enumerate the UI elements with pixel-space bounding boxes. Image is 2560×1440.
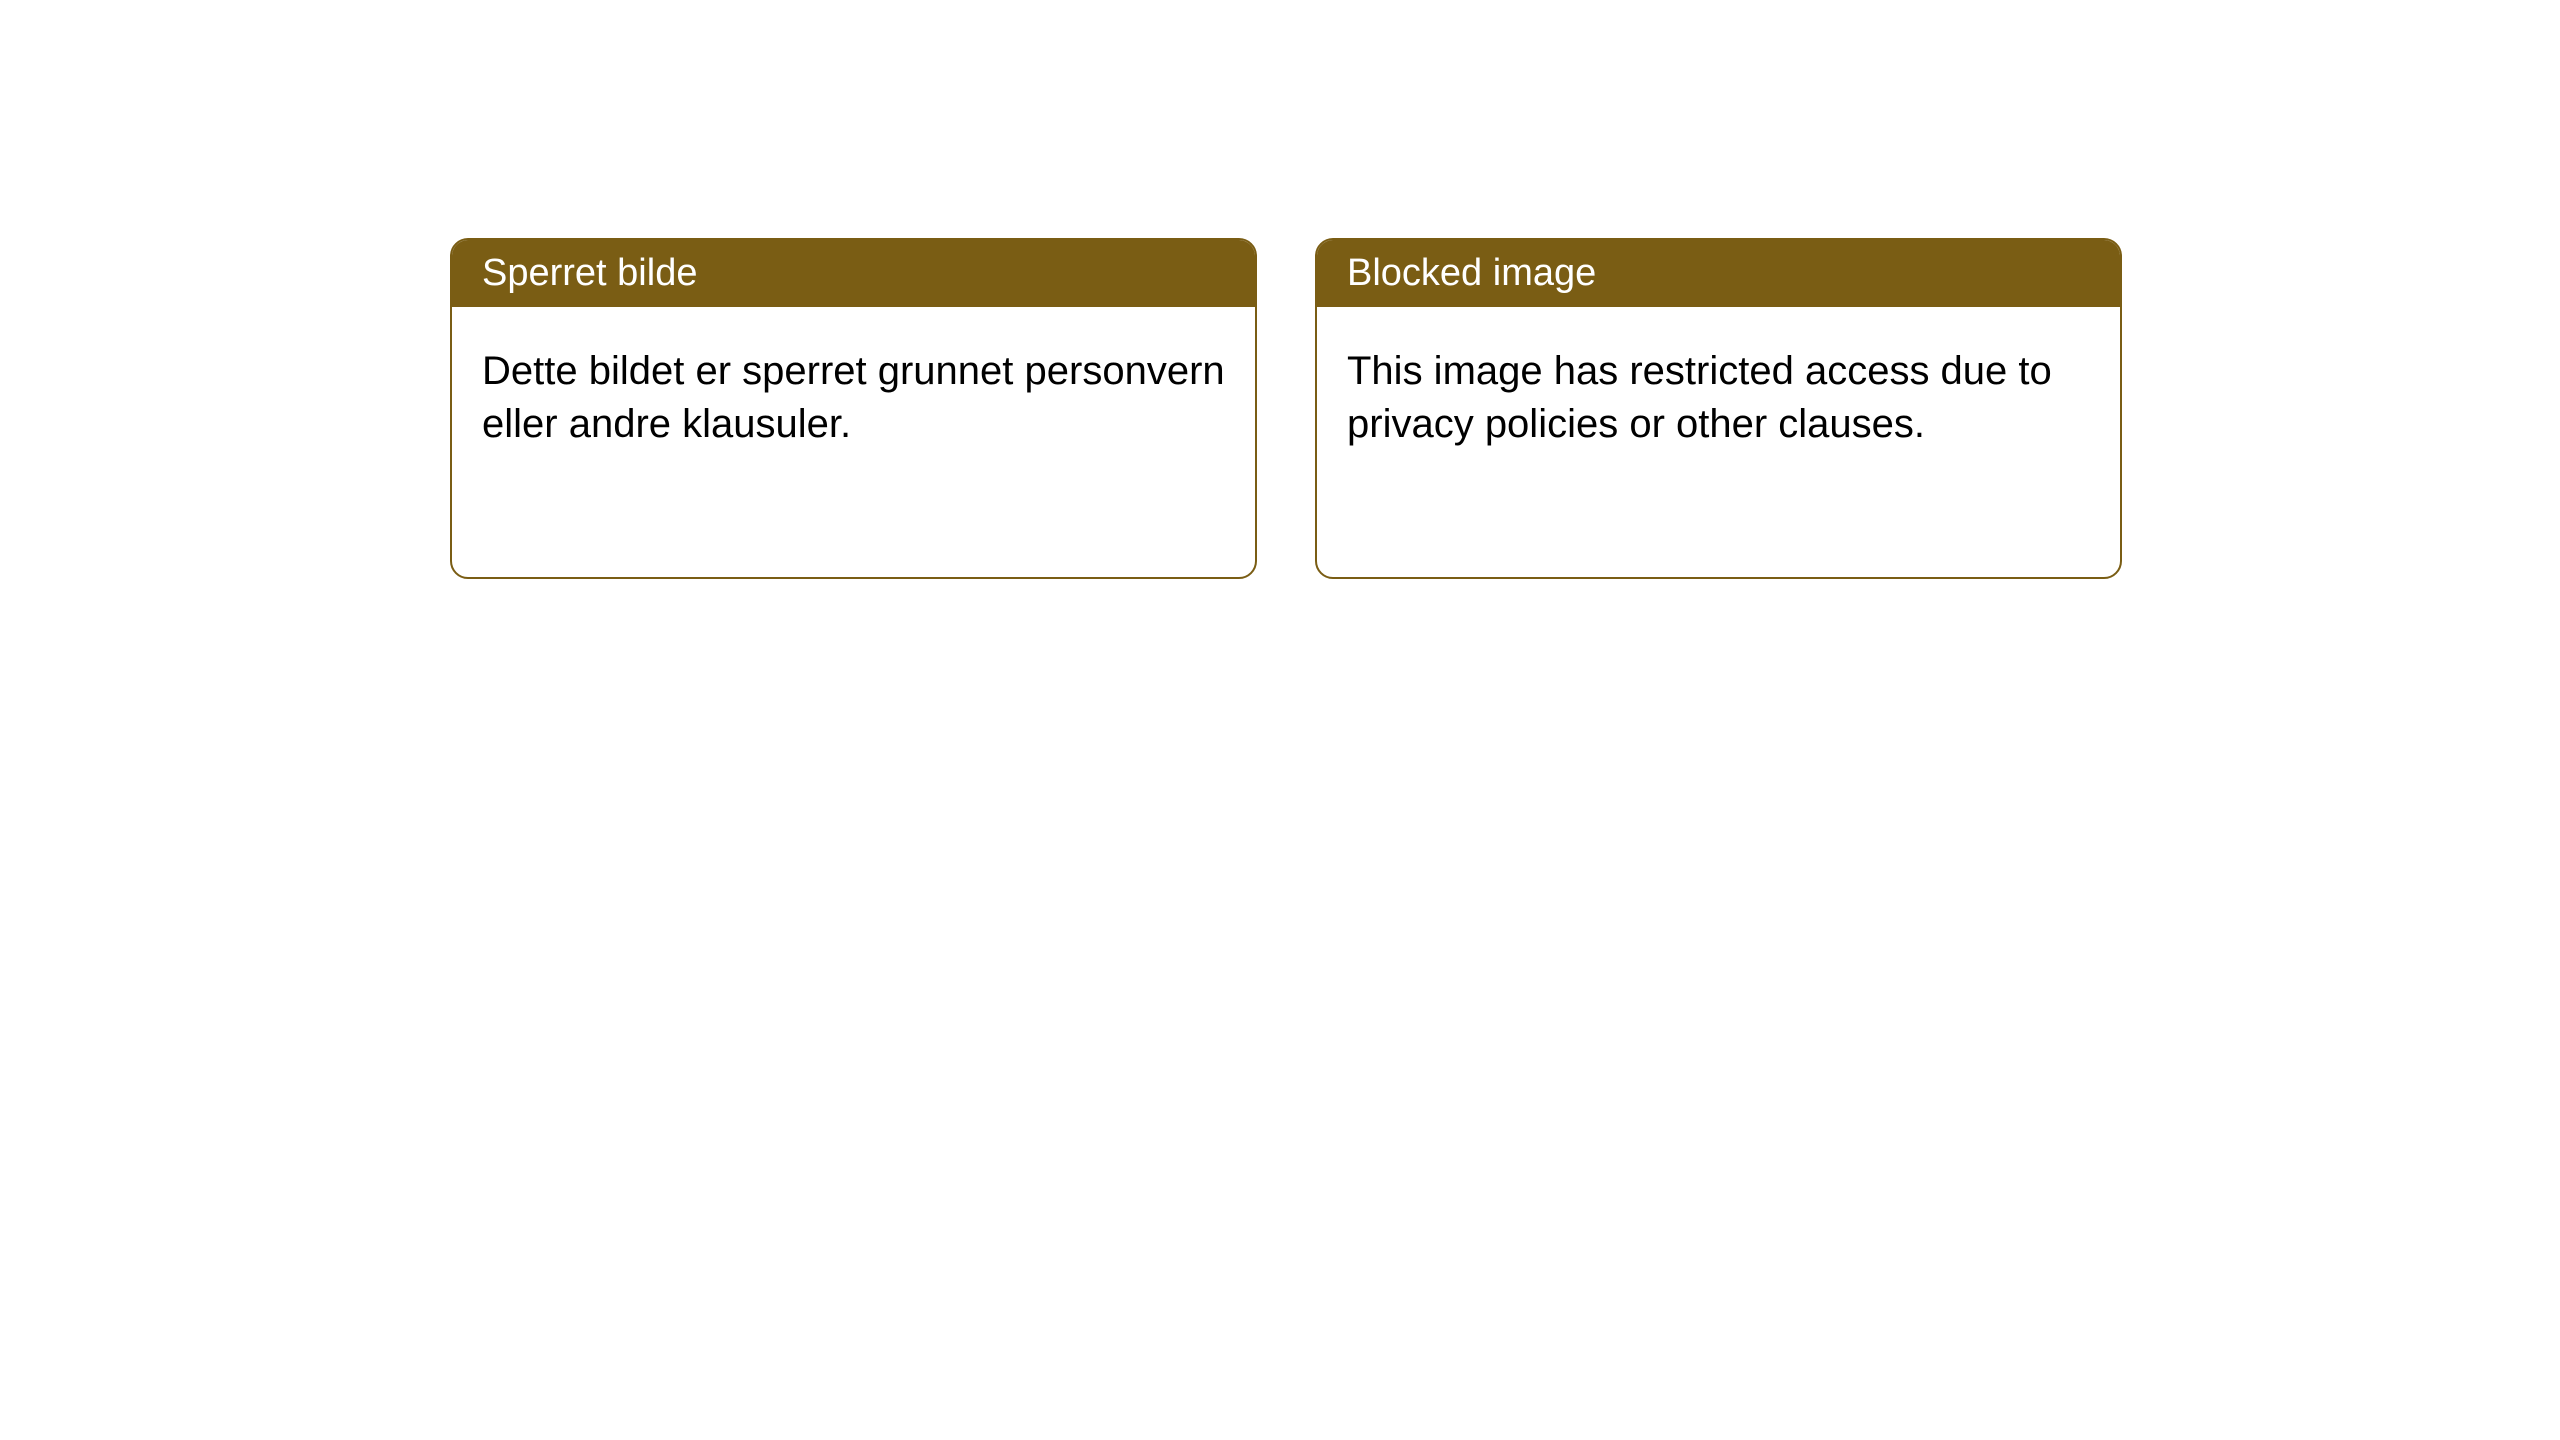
notice-title: Blocked image bbox=[1347, 252, 1596, 294]
notice-card-english: Blocked image This image has restricted … bbox=[1315, 238, 2122, 579]
notice-card-norwegian: Sperret bilde Dette bildet er sperret gr… bbox=[450, 238, 1257, 579]
notice-header-english: Blocked image bbox=[1317, 240, 2120, 307]
notice-body-english: This image has restricted access due to … bbox=[1317, 307, 2120, 577]
notices-container: Sperret bilde Dette bildet er sperret gr… bbox=[0, 0, 2560, 579]
notice-title: Sperret bilde bbox=[482, 252, 697, 294]
notice-header-norwegian: Sperret bilde bbox=[452, 240, 1255, 307]
notice-body-text: Dette bildet er sperret grunnet personve… bbox=[482, 349, 1225, 446]
notice-body-norwegian: Dette bildet er sperret grunnet personve… bbox=[452, 307, 1255, 577]
notice-body-text: This image has restricted access due to … bbox=[1347, 349, 2052, 446]
